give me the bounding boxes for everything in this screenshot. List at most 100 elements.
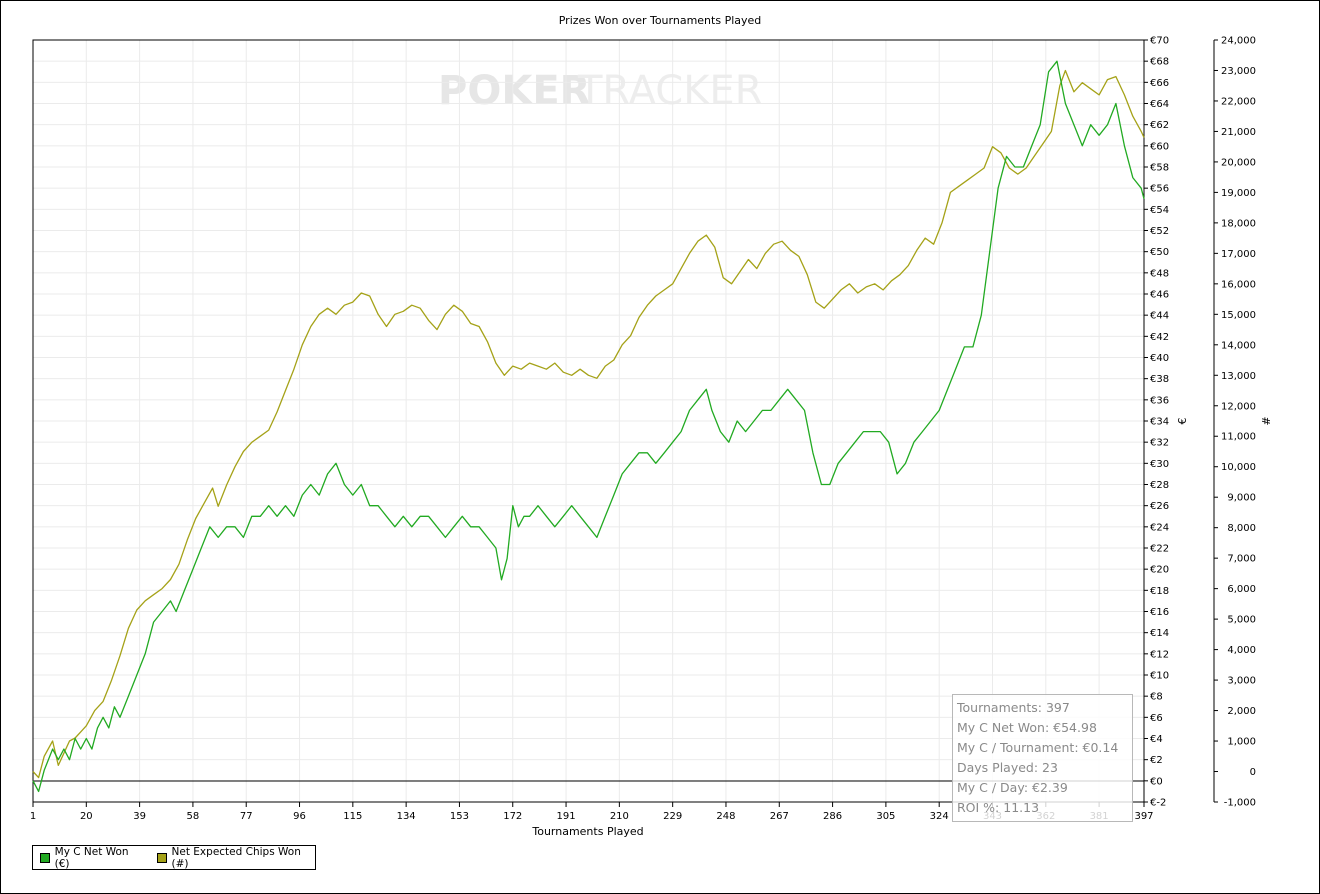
legend-item-chips: Net Expected Chips Won (#) xyxy=(156,845,315,870)
x-tick-label: 267 xyxy=(770,811,789,822)
y-chips-tick-label: 9,000 xyxy=(1227,493,1256,504)
y-euro-tick-label: €0 xyxy=(1150,776,1163,787)
y-chips-tick-label: 15,000 xyxy=(1221,310,1256,321)
y-euro-tick-label: €42 xyxy=(1150,332,1169,343)
y-euro-tick-label: €28 xyxy=(1150,480,1169,491)
y-chips-tick-label: 18,000 xyxy=(1221,218,1256,229)
y-euro-tick-label: €64 xyxy=(1150,99,1169,110)
y-chips-tick-label: 24,000 xyxy=(1221,36,1256,47)
stat-net-won: My C Net Won: €54.98 xyxy=(957,720,1097,735)
y-chips-tick-label: 10,000 xyxy=(1221,462,1256,473)
y-euro-tick-label: €58 xyxy=(1150,163,1169,174)
stats-box: Tournaments: 397 My C Net Won: €54.98 My… xyxy=(952,694,1133,822)
y-chips-tick-label: 8,000 xyxy=(1227,523,1256,534)
y-euro-tick-label: €34 xyxy=(1150,417,1169,428)
y-axis-euro: €-2 €0 €2 €4 €6 €8 €10 €12 €14 €16 €18 €20 €22 €24 €26… xyxy=(1144,36,1169,809)
y-euro-tick-label: €-2 xyxy=(1150,798,1166,809)
y-chips-tick-label: 5,000 xyxy=(1227,615,1256,626)
y-chips-tick-label: 14,000 xyxy=(1221,340,1256,351)
x-tick-label: 96 xyxy=(293,811,306,822)
y-chips-tick-label: 23,000 xyxy=(1221,66,1256,77)
stat-tournaments: Tournaments: 397 xyxy=(957,700,1070,715)
y-euro-tick-label: €44 xyxy=(1150,311,1169,322)
chart-title: Prizes Won over Tournaments Played xyxy=(558,14,762,27)
y-euro-tick-label: €38 xyxy=(1150,374,1169,385)
y-chips-tick-label: 21,000 xyxy=(1221,127,1256,138)
y-euro-tick-label: €10 xyxy=(1150,671,1169,682)
x-tick-label: 172 xyxy=(503,811,522,822)
x-tick-label: 248 xyxy=(716,811,735,822)
y-euro-tick-label: €62 xyxy=(1150,120,1169,131)
y-euro-tick-label: €48 xyxy=(1150,268,1169,279)
y-euro-tick-label: €8 xyxy=(1150,692,1163,703)
y-euro-tick-label: €46 xyxy=(1150,290,1169,301)
y-chips-tick-label: 4,000 xyxy=(1227,645,1256,656)
y-chips-tick-label: 16,000 xyxy=(1221,279,1256,290)
legend-label-net-won: My C Net Won (€) xyxy=(54,845,129,870)
watermark-poker: POKER xyxy=(438,68,590,114)
y-chips-tick-label: 20,000 xyxy=(1221,157,1256,168)
series-line-expected-chips xyxy=(32,69,1145,779)
watermark: POKER TRACKER xyxy=(438,68,763,114)
y-euro-tick-label: €20 xyxy=(1150,565,1169,576)
y-euro-tick-label: €60 xyxy=(1150,141,1169,152)
y-axis-euro-label: € xyxy=(1176,418,1189,425)
y-euro-tick-label: €36 xyxy=(1150,395,1169,406)
x-tick-label: 191 xyxy=(557,811,576,822)
legend-swatch-net-won xyxy=(40,852,50,863)
y-chips-tick-label: 12,000 xyxy=(1221,401,1256,412)
y-euro-tick-label: €54 xyxy=(1150,205,1169,216)
legend-item-net-won: My C Net Won (€) xyxy=(40,846,143,870)
legend: My C Net Won (€) Net Expected Chips Won … xyxy=(32,845,316,870)
x-tick-label: 134 xyxy=(397,811,416,822)
x-tick-label: 58 xyxy=(187,811,200,822)
y-chips-tick-label: 13,000 xyxy=(1221,371,1256,382)
x-tick-label: 229 xyxy=(663,811,682,822)
y-chips-tick-label: 0 xyxy=(1250,767,1256,778)
series xyxy=(32,60,1145,793)
x-tick-label: 1 xyxy=(30,811,36,822)
series-line-net-won xyxy=(32,60,1145,793)
y-chips-tick-label: 1,000 xyxy=(1227,737,1256,748)
y-euro-tick-label: €30 xyxy=(1150,459,1169,470)
y-chips-tick-label: 6,000 xyxy=(1227,584,1256,595)
y-euro-tick-label: €2 xyxy=(1150,755,1163,766)
y-euro-tick-label: €12 xyxy=(1150,649,1169,660)
y-euro-tick-label: €26 xyxy=(1150,501,1169,512)
y-euro-tick-label: €56 xyxy=(1150,184,1169,195)
y-euro-tick-label: €66 xyxy=(1150,78,1169,89)
y-chips-tick-label: -1,000 xyxy=(1224,798,1256,809)
y-chips-tick-label: 11,000 xyxy=(1221,432,1256,443)
grid xyxy=(32,39,1145,803)
legend-label-chips: Net Expected Chips Won (#) xyxy=(171,845,301,870)
y-chips-tick-label: 3,000 xyxy=(1227,676,1256,687)
stat-per-tournament: My C / Tournament: €0.14 xyxy=(957,740,1119,755)
x-tick-label: 324 xyxy=(930,811,949,822)
x-tick-label: 210 xyxy=(610,811,629,822)
y-euro-tick-label: €40 xyxy=(1150,353,1169,364)
y-euro-tick-label: €70 xyxy=(1150,36,1169,47)
y-euro-tick-label: €32 xyxy=(1150,438,1169,449)
y-chips-tick-label: 7,000 xyxy=(1227,554,1256,565)
x-tick-label: 286 xyxy=(823,811,842,822)
y-chips-tick-label: 22,000 xyxy=(1221,96,1256,107)
x-tick-label: 39 xyxy=(133,811,146,822)
x-tick-label: 153 xyxy=(450,811,469,822)
watermark-tracker: TRACKER xyxy=(577,68,763,114)
y-euro-tick-label: €18 xyxy=(1150,586,1169,597)
y-euro-tick-label: €6 xyxy=(1150,713,1163,724)
y-chips-tick-label: 17,000 xyxy=(1221,249,1256,260)
y-chips-tick-label: 2,000 xyxy=(1227,706,1256,717)
x-axis-label: Tournaments Played xyxy=(531,825,643,838)
y-euro-tick-label: €14 xyxy=(1150,628,1169,639)
y-axis-chips: -1,000 0 1,000 2,000 3,000 4,000 5,000 6,000 7,0… xyxy=(1214,36,1256,809)
x-tick-label: 115 xyxy=(343,811,362,822)
y-euro-tick-label: €52 xyxy=(1150,226,1169,237)
y-euro-tick-label: €4 xyxy=(1150,734,1163,745)
legend-swatch-chips xyxy=(156,852,167,863)
y-euro-tick-label: €16 xyxy=(1150,607,1169,618)
stat-roi: ROI %: 11.13 xyxy=(957,800,1040,815)
x-tick-label: 397 xyxy=(1134,811,1153,822)
y-euro-tick-label: €68 xyxy=(1150,57,1169,68)
y-euro-tick-label: €22 xyxy=(1150,544,1169,555)
